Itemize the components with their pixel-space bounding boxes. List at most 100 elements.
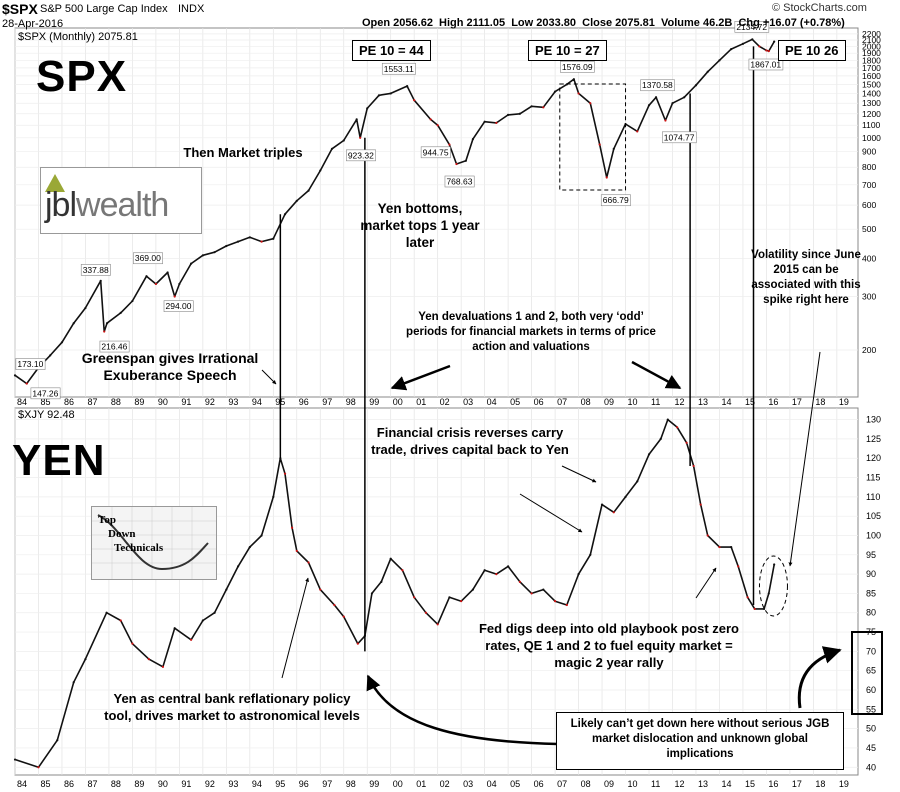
x-tick-label-yen: 13 (698, 779, 708, 789)
spx-value-callout: 294.00 (166, 301, 192, 311)
spx-value-callout-box (381, 62, 416, 75)
spx-price-line-point (530, 105, 533, 108)
spx-price-line-point (436, 124, 439, 127)
annotation-fed-digs: Fed digs deep into old playbook post zer… (478, 621, 739, 670)
spx-price-line-point (103, 330, 106, 333)
spx-price-line-point (429, 118, 432, 121)
x-tick-label-yen: 06 (534, 779, 544, 789)
x-tick-label-yen: 17 (792, 779, 802, 789)
jbl-wealth-logo: jblwealth (40, 167, 202, 234)
spx-value-callout-box (99, 340, 130, 353)
yen-price-line-point (248, 545, 251, 549)
yen-price-line-point (424, 611, 428, 614)
annotation-greenspan: Greenspan gives Irrational Exuberance Sp… (81, 350, 259, 383)
x-tick-label-yen: 01 (416, 779, 426, 789)
spx-price-line-point (295, 199, 298, 202)
yen-y-tick-label: 55 (866, 704, 876, 714)
x-tick-label-spx: 09 (604, 397, 614, 407)
x-tick-label-yen: 11 (651, 779, 660, 789)
spx-price-line-point (13, 374, 17, 377)
spx-price-line-point (706, 70, 709, 73)
spx-price-line-point (664, 119, 667, 122)
x-tick-label-yen: 03 (463, 779, 473, 789)
x-tick-label-yen: 04 (487, 779, 497, 789)
spx-price-line-point (758, 45, 761, 48)
spx-price-line-point (413, 99, 416, 102)
x-tick-label-spx: 15 (745, 397, 755, 407)
crisis-dashed-box (559, 83, 627, 191)
annotation-financial-crisis: Financial crisis reverses carry trade, d… (371, 425, 569, 457)
x-tick-label-spx: 03 (463, 397, 473, 407)
yen-price-line-point (370, 592, 374, 595)
yen-price-line-point (636, 480, 639, 483)
spx-price-line-point (319, 169, 322, 172)
exchange-label: INDX (178, 3, 205, 15)
yen-y-tick-label: 65 (866, 666, 876, 676)
yen-price-line-point (553, 600, 557, 603)
spx-price-line-point (577, 92, 580, 95)
spx-price-line-point (518, 112, 521, 115)
yen-price-line-point (319, 588, 322, 591)
yen-price-line-point (105, 611, 108, 614)
yen-price-line-point (413, 596, 416, 599)
spx-y-tick-label: 1700 (862, 63, 881, 73)
spx-price-line-point (671, 102, 674, 105)
spx-price-line-point (166, 271, 169, 274)
annotation-arrow (261, 369, 277, 385)
spx-y-tick-label: 500 (862, 224, 876, 234)
spx-value-callout-box (15, 358, 46, 370)
spx-value-callout-box (30, 387, 61, 400)
spx-y-tick-label: 400 (862, 254, 876, 264)
yen-price-line-point (201, 619, 204, 622)
x-tick-label-spx: 07 (557, 397, 567, 407)
symbol-title: $SPX (2, 1, 38, 17)
yen-price-line-point (699, 503, 702, 506)
spx-value-callout: 944.75 (423, 147, 449, 157)
spx-price-line-point (236, 240, 240, 243)
spx-price-line-point (765, 49, 768, 52)
spx-y-tick-label: 1000 (862, 133, 881, 143)
spx-price-line-point (741, 42, 745, 45)
spx-price-line-point (448, 143, 451, 146)
stockcharts-credit: © StockCharts.com (772, 2, 867, 14)
spx-price-line-point (248, 236, 251, 239)
spx-price-line-point (495, 121, 498, 124)
spx-value-callout-box (80, 264, 111, 276)
yen-legend: $XJY 92.48 (18, 409, 75, 421)
yen-price-line-point (685, 441, 688, 444)
spx-value-callout-box (444, 175, 475, 188)
tdt-logo-curve-icon (92, 507, 216, 579)
annotation-arrow (695, 567, 717, 599)
pe-label-2007: PE 10 = 27 (528, 40, 607, 61)
x-tick-label-spx: 96 (299, 397, 309, 407)
yen-price-line-point (190, 638, 193, 641)
ohlc-readout: Open 2056.62 High 2111.05 Low 2033.80 Cl… (362, 17, 845, 29)
yen-price-line-point (773, 563, 776, 566)
spx-price-line-point (773, 40, 776, 43)
yen-price-line-point (565, 603, 568, 607)
yen-price-line-point (119, 619, 122, 622)
x-tick-label-spx: 05 (510, 397, 520, 407)
yen-price-line-point (56, 739, 59, 742)
spx-price-line-point (366, 107, 369, 110)
spx-value-callout: 1576.09 (562, 62, 593, 72)
x-tick-label-yen: 95 (275, 779, 285, 789)
spx-price-line-point (542, 106, 545, 109)
spx-y-tick-label: 1500 (862, 79, 881, 89)
x-tick-label-spx: 85 (40, 397, 50, 407)
spx-y-tick-label: 900 (862, 147, 876, 157)
x-tick-label-yen: 88 (111, 779, 121, 789)
yen-price-line-point (659, 437, 662, 441)
spx-price-line-point (598, 143, 601, 146)
x-tick-label-yen: 19 (839, 779, 849, 789)
yen-y-tick-label: 125 (866, 434, 881, 444)
spx-price-line-point (589, 102, 592, 105)
yen-y-tick-label: 110 (866, 492, 880, 502)
x-tick-label-yen: 94 (252, 779, 262, 789)
x-tick-label-spx: 02 (440, 397, 450, 407)
spx-y-tick-label: 1600 (862, 71, 881, 81)
spx-value-callout-box (661, 131, 697, 144)
spx-value-callout-box (560, 61, 595, 73)
x-tick-label-spx: 14 (721, 397, 731, 407)
spx-price-line-point (190, 262, 193, 265)
